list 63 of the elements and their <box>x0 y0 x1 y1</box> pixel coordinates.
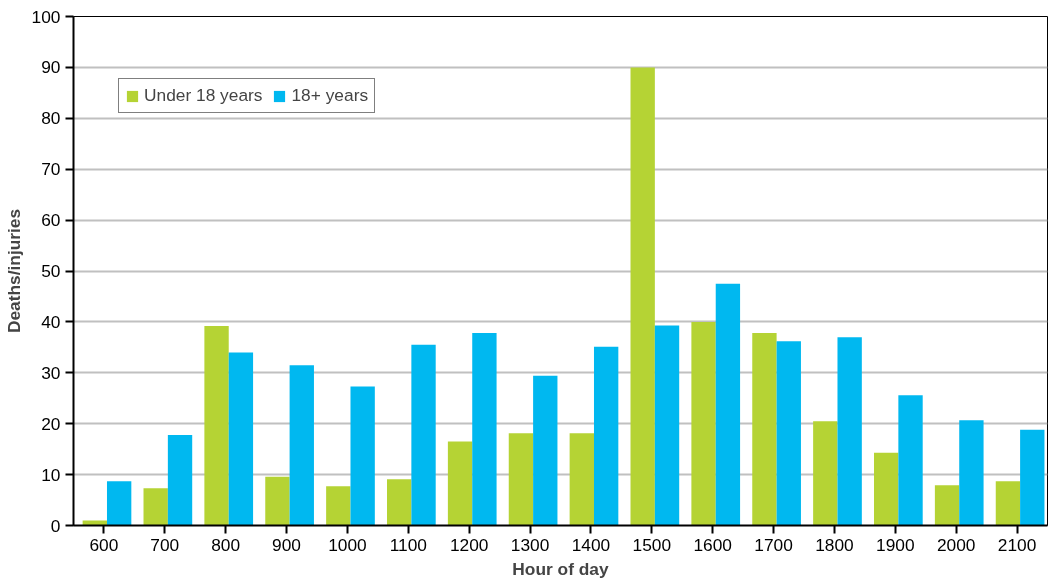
y-tick-label: 10 <box>41 464 61 485</box>
bar <box>472 333 497 526</box>
bar <box>1020 429 1045 526</box>
bar <box>630 67 655 526</box>
bar <box>593 346 619 526</box>
y-axis-title: Deaths/injuries <box>3 208 24 334</box>
x-tick-label: 1400 <box>571 534 611 555</box>
x-tick-label: 1700 <box>754 534 793 555</box>
bar <box>228 352 254 526</box>
x-tick-label: 1800 <box>815 534 854 555</box>
bar <box>326 486 351 526</box>
x-tick-label: 800 <box>211 534 241 555</box>
x-tick-label: 1100 <box>389 534 427 555</box>
x-tick-label: 1300 <box>510 534 550 555</box>
bar <box>82 520 107 526</box>
y-tick-label: 60 <box>41 210 61 231</box>
bar <box>715 283 741 526</box>
bar <box>265 476 290 526</box>
y-tick-label: 80 <box>41 108 61 129</box>
x-tick-label: 2100 <box>997 534 1037 555</box>
bar <box>289 365 314 526</box>
bar <box>387 479 412 526</box>
y-tick-label: 100 <box>31 6 61 27</box>
bar <box>204 325 229 526</box>
y-tick-label: 0 <box>50 515 61 536</box>
bar <box>533 375 558 526</box>
bar <box>776 341 801 526</box>
bar <box>995 481 1021 526</box>
y-tick-label: 30 <box>41 362 61 383</box>
y-tick-label: 40 <box>41 311 61 332</box>
legend-label: 18+ years <box>291 85 369 106</box>
bar <box>874 452 899 526</box>
x-tick-label: 900 <box>272 534 302 555</box>
bar <box>350 386 375 526</box>
x-tick-label: 700 <box>150 534 180 555</box>
bar <box>106 481 132 526</box>
y-tick-label: 50 <box>41 261 61 281</box>
bar <box>143 488 168 526</box>
bar <box>813 421 838 526</box>
bar <box>569 433 594 526</box>
legend-label: Under 18 years <box>144 85 263 106</box>
bar <box>898 395 923 526</box>
x-tick-label: 1000 <box>328 534 367 555</box>
y-tick-label: 90 <box>41 57 61 78</box>
x-tick-label: 2000 <box>936 534 976 555</box>
x-tick-label: 600 <box>89 534 119 555</box>
y-tick-label: 20 <box>41 413 61 434</box>
y-tick-label: 70 <box>41 159 61 180</box>
bar <box>411 344 436 526</box>
x-tick-label: 1900 <box>876 534 915 555</box>
bar <box>167 434 193 526</box>
bar <box>837 337 862 526</box>
bar <box>752 333 777 526</box>
x-tick-label: 1200 <box>449 534 489 555</box>
bar <box>654 325 680 526</box>
x-tick-label: 1500 <box>632 534 672 555</box>
bar <box>691 321 716 526</box>
bar <box>959 420 984 526</box>
bar <box>508 433 534 526</box>
x-tick-label: 1600 <box>693 534 732 555</box>
x-axis-title: Hour of day <box>512 558 609 579</box>
bar <box>447 441 473 526</box>
bar <box>934 485 960 526</box>
